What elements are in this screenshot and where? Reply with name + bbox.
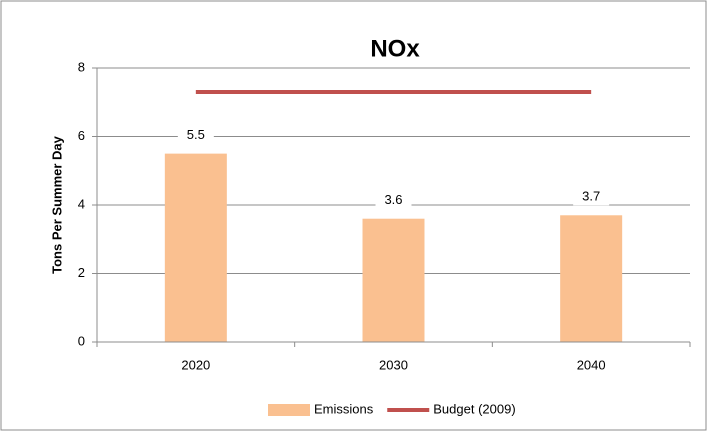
y-tick-label: 8 bbox=[78, 59, 85, 74]
y-axis-label: Tons Per Summer Day bbox=[49, 135, 64, 274]
x-tick-label: 2040 bbox=[577, 357, 606, 372]
chart-title: NOx bbox=[370, 35, 420, 62]
legend-label: Budget (2009) bbox=[433, 401, 515, 416]
y-tick-label: 0 bbox=[78, 333, 85, 348]
data-label: 3.6 bbox=[384, 192, 402, 207]
y-tick-label: 4 bbox=[78, 196, 85, 211]
data-label-bg bbox=[177, 125, 214, 144]
y-tick-label: 2 bbox=[78, 265, 85, 280]
legend-swatch bbox=[268, 404, 310, 416]
x-tick-label: 2020 bbox=[181, 357, 210, 372]
y-tick-label: 6 bbox=[78, 128, 85, 143]
x-tick-label: 2030 bbox=[379, 357, 408, 372]
data-label: 3.7 bbox=[582, 189, 600, 204]
bar bbox=[560, 215, 623, 342]
data-label-bg bbox=[573, 187, 610, 206]
bar bbox=[362, 218, 425, 342]
bar bbox=[164, 153, 227, 342]
data-label: 5.5 bbox=[187, 127, 205, 142]
legend-label: Emissions bbox=[314, 401, 374, 416]
data-label-bg bbox=[375, 190, 412, 209]
